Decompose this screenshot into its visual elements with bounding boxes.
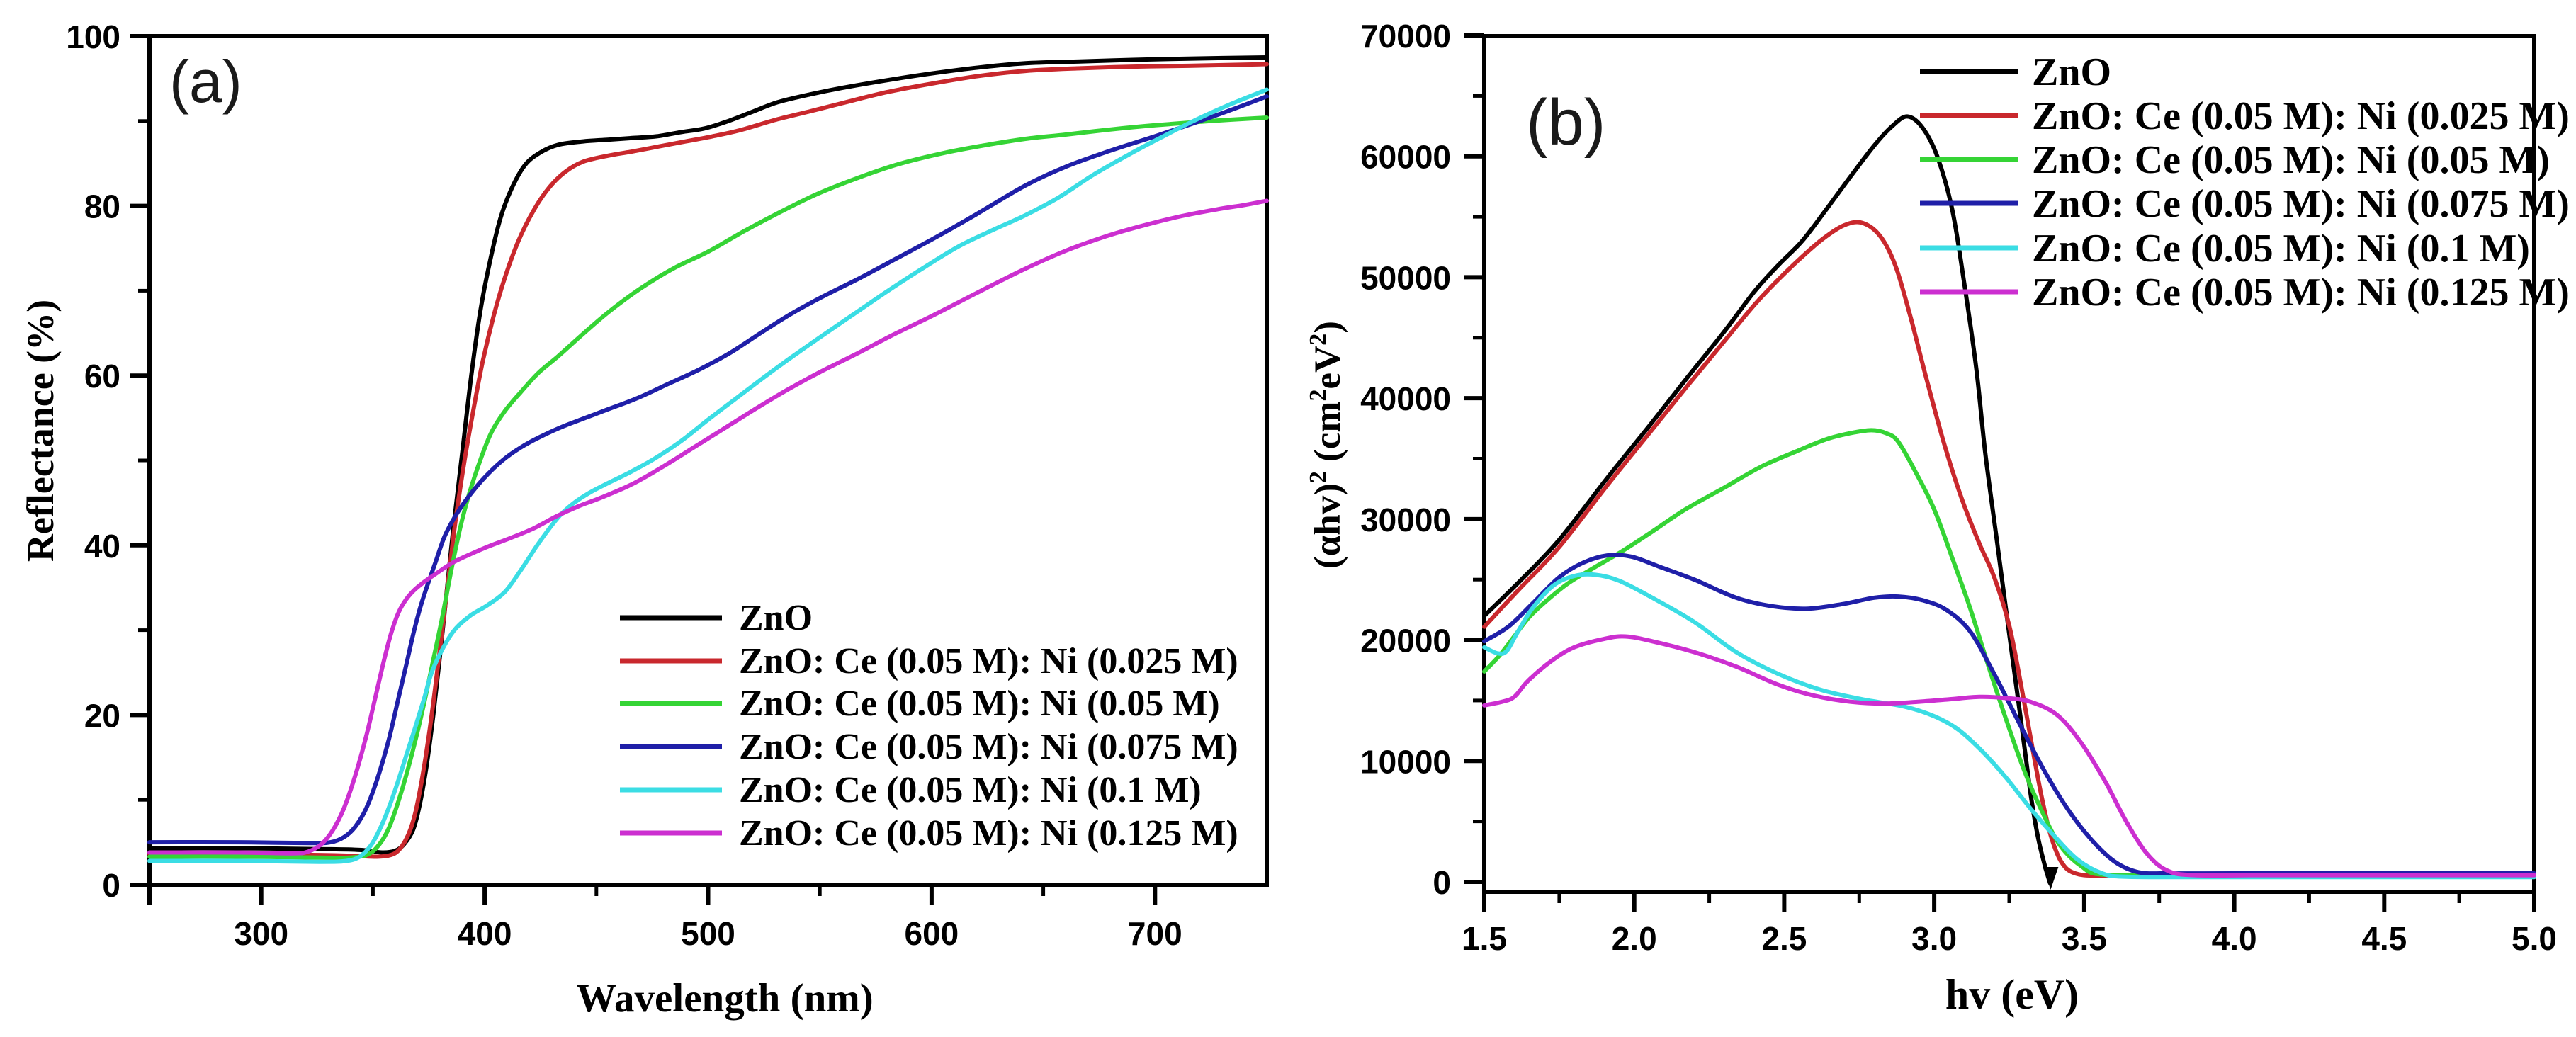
svg-text:(a): (a) [169,48,242,115]
svg-text:2.5: 2.5 [1761,920,1807,957]
svg-text:ZnO: Ce (0.05 M): Ni (0.125 M): ZnO: Ce (0.05 M): Ni (0.125 M) [739,813,1238,854]
svg-text:ZnO: Ce (0.05 M): Ni (0.1 M): ZnO: Ce (0.05 M): Ni (0.1 M) [739,770,1202,810]
svg-text:700: 700 [1128,915,1182,952]
svg-text:70000: 70000 [1360,18,1451,55]
svg-text:300: 300 [234,915,288,952]
svg-text:(b): (b) [1526,86,1605,159]
svg-text:Reflectance (%): Reflectance (%) [19,300,62,562]
svg-text:50000: 50000 [1360,259,1451,296]
svg-text:400: 400 [458,915,512,952]
svg-text:ZnO: Ce (0.05 M): Ni (0.05 M): ZnO: Ce (0.05 M): Ni (0.05 M) [2032,138,2550,182]
svg-text:4.5: 4.5 [2361,920,2407,957]
svg-text:2.0: 2.0 [1612,920,1657,957]
svg-text:100: 100 [66,18,120,55]
svg-text:ZnO: Ce (0.05 M): Ni (0.1 M): ZnO: Ce (0.05 M): Ni (0.1 M) [2032,227,2530,271]
svg-text:Wavelength (nm): Wavelength (nm) [576,976,874,1021]
svg-text:ZnO: Ce (0.05 M): Ni (0.05 M): ZnO: Ce (0.05 M): Ni (0.05 M) [739,684,1220,724]
svg-text:ZnO: ZnO [2032,50,2111,94]
svg-text:80: 80 [84,188,120,225]
svg-text:60000: 60000 [1360,139,1451,176]
svg-text:3.5: 3.5 [2062,920,2107,957]
svg-text:0: 0 [1433,864,1451,901]
svg-text:ZnO: Ce (0.05 M): Ni (0.025 M): ZnO: Ce (0.05 M): Ni (0.025 M) [739,641,1238,681]
svg-text:30000: 30000 [1360,502,1451,538]
svg-text:40: 40 [84,528,120,565]
svg-text:600: 600 [905,915,959,952]
svg-text:ZnO: Ce (0.05 M): Ni (0.075 M): ZnO: Ce (0.05 M): Ni (0.075 M) [739,727,1238,767]
svg-text:20: 20 [84,697,120,734]
svg-text:5.0: 5.0 [2512,920,2557,957]
svg-text:40000: 40000 [1360,380,1451,417]
svg-text:0: 0 [102,867,120,904]
svg-text:10000: 10000 [1360,743,1451,780]
svg-text:hv (eV): hv (eV) [1945,971,2079,1018]
svg-text:500: 500 [681,915,735,952]
svg-text:ZnO: Ce (0.05 M): Ni (0.125 M): ZnO: Ce (0.05 M): Ni (0.125 M) [2032,271,2570,314]
svg-text:4.0: 4.0 [2212,920,2257,957]
svg-text:(αhv)2 (cm2eV2): (αhv)2 (cm2eV2) [1305,321,1348,569]
svg-text:ZnO: Ce (0.05 M): Ni (0.025 M): ZnO: Ce (0.05 M): Ni (0.025 M) [2032,94,2570,138]
svg-text:ZnO: Ce (0.05 M): Ni (0.075 M): ZnO: Ce (0.05 M): Ni (0.075 M) [2032,182,2570,226]
svg-text:1.5: 1.5 [1462,920,1507,957]
svg-text:3.0: 3.0 [1911,920,1957,957]
svg-text:ZnO: ZnO [739,598,813,638]
svg-text:60: 60 [84,358,120,395]
svg-text:20000: 20000 [1360,623,1451,659]
